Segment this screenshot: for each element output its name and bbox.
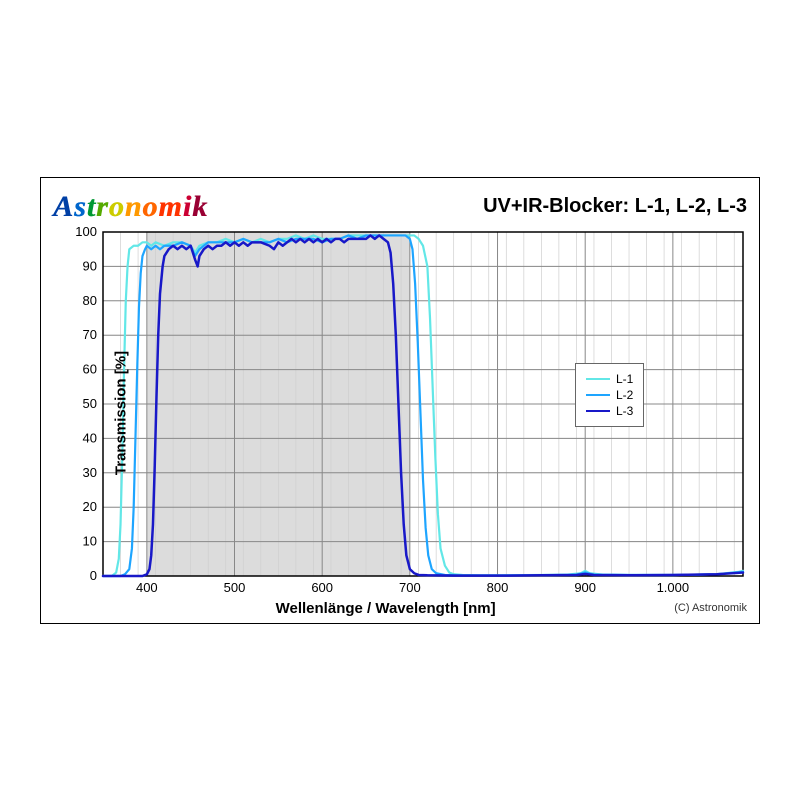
legend-label: L-2: [616, 388, 633, 402]
svg-text:0: 0: [90, 568, 97, 583]
svg-text:90: 90: [83, 258, 97, 273]
legend-swatch: [586, 378, 610, 380]
svg-text:60: 60: [83, 361, 97, 376]
svg-text:30: 30: [83, 464, 97, 479]
legend-item: L-3: [586, 404, 633, 418]
svg-text:40: 40: [83, 430, 97, 445]
credit-text: (C) Astronomik: [674, 602, 747, 614]
y-axis-label: Transmission [%]: [113, 350, 130, 474]
page: Astronomik UV+IR-Blocker: L-1, L-2, L-3 …: [0, 0, 800, 800]
svg-text:10: 10: [83, 533, 97, 548]
legend-item: L-2: [586, 388, 633, 402]
svg-text:400: 400: [136, 580, 158, 595]
svg-text:20: 20: [83, 499, 97, 514]
plot-wrap: Transmission [%] 4005006007008009001.000…: [97, 228, 747, 598]
svg-text:500: 500: [224, 580, 246, 595]
svg-text:800: 800: [487, 580, 509, 595]
xlabel-row: Wellenlänge / Wavelength [nm] (C) Astron…: [97, 600, 747, 617]
legend-label: L-1: [616, 372, 633, 386]
brand-logo: Astronomik: [53, 190, 208, 224]
svg-text:900: 900: [574, 580, 596, 595]
chart-container: Astronomik UV+IR-Blocker: L-1, L-2, L-3 …: [40, 177, 760, 624]
x-axis-label: Wellenlänge / Wavelength [nm]: [97, 600, 674, 617]
legend-swatch: [586, 410, 610, 412]
svg-text:700: 700: [399, 580, 421, 595]
svg-text:600: 600: [311, 580, 333, 595]
legend-swatch: [586, 394, 610, 396]
chart-subtitle: UV+IR-Blocker: L-1, L-2, L-3: [483, 195, 747, 218]
title-row: Astronomik UV+IR-Blocker: L-1, L-2, L-3: [53, 190, 747, 224]
legend-label: L-3: [616, 404, 633, 418]
transmission-plot: 4005006007008009001.00001020304050607080…: [97, 228, 747, 598]
svg-text:100: 100: [75, 224, 97, 239]
svg-text:70: 70: [83, 327, 97, 342]
legend: L-1 L-2 L-3: [575, 363, 644, 427]
svg-text:50: 50: [83, 396, 97, 411]
legend-item: L-1: [586, 372, 633, 386]
svg-text:1.000: 1.000: [657, 580, 690, 595]
svg-text:80: 80: [83, 292, 97, 307]
